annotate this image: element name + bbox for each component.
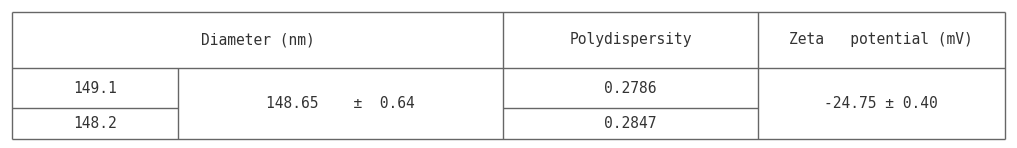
Text: Diameter (nm): Diameter (nm): [201, 32, 314, 48]
Text: Zeta   potential (mV): Zeta potential (mV): [789, 32, 973, 48]
Text: 148.2: 148.2: [73, 116, 117, 131]
Text: 148.65    ±  0.64: 148.65 ± 0.64: [266, 96, 415, 111]
Text: Polydispersity: Polydispersity: [570, 32, 692, 48]
Text: 149.1: 149.1: [73, 81, 117, 96]
Text: -24.75 ± 0.40: -24.75 ± 0.40: [825, 96, 938, 111]
Text: 0.2786: 0.2786: [604, 81, 657, 96]
Text: 0.2847: 0.2847: [604, 116, 657, 131]
